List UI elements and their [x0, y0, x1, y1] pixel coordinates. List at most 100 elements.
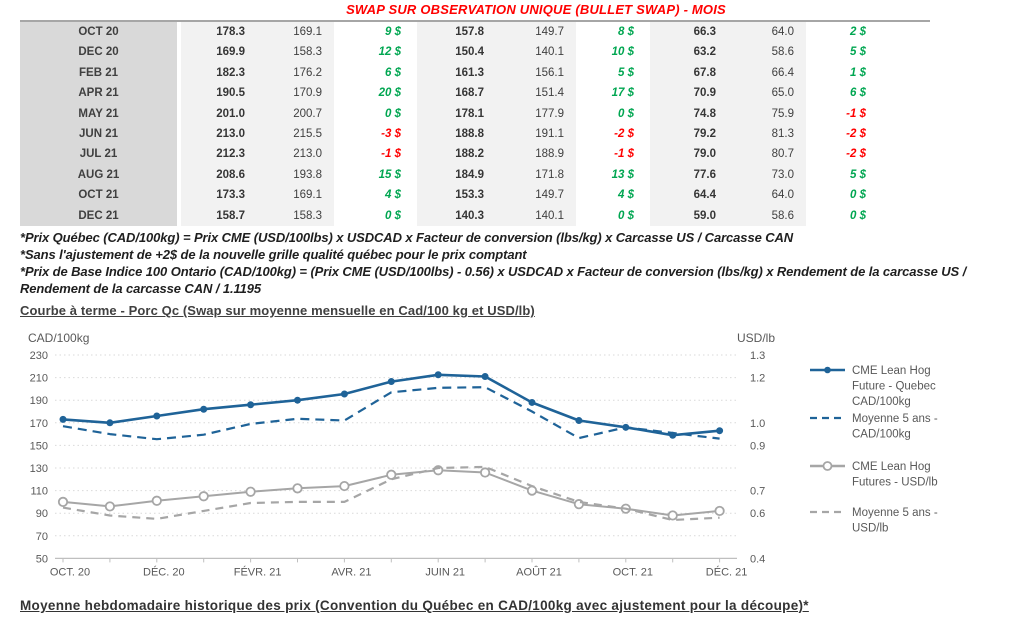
left-tick-label: 90: [36, 508, 48, 520]
table-row: OCT 21 173.3 169.1 4 $153.3 149.7 4 $64.4 64.0…: [20, 185, 930, 206]
table-row: MAY 21 201.0 200.7 0 $178.1 177.9 0 $74.8 75.9…: [20, 103, 930, 124]
right-tick-label: 0.9: [750, 440, 765, 452]
filler-cell: [882, 144, 930, 165]
series-line: [62, 386, 720, 441]
data-point-marker: [387, 378, 395, 386]
filler-cell: [882, 164, 930, 186]
left-axis-label: CAD/100kg: [28, 331, 89, 345]
gap-cell: [177, 185, 181, 206]
filler-cell: [882, 62, 930, 84]
on-avg-cell: 140.1: [496, 42, 576, 63]
formula-notes: *Prix Québec (CAD/100kg) = Prix CME (USD…: [20, 229, 1015, 297]
table-row: JUL 21 212.3 213.0 -1 $188.2 188.9 -1 $79.0 80…: [20, 144, 930, 165]
qc-price-cell: 173.3: [181, 185, 257, 206]
right-axis-label: USD/lb: [737, 331, 775, 345]
legend-label: Futures - USD/lb: [852, 477, 938, 489]
data-point-marker: [198, 491, 209, 502]
x-tick-label: OCT. 21: [613, 566, 653, 578]
formula-note: *Prix Québec (CAD/100kg) = Prix CME (USD…: [20, 230, 794, 245]
on-price-cell: 161.3: [417, 62, 496, 84]
data-point-marker: [153, 412, 161, 420]
chart-heading: Courbe à terme - Porc Qc (Swap sur moyen…: [20, 303, 535, 318]
legend-marker-sample: [824, 366, 831, 374]
gap-cell: [177, 144, 181, 165]
left-tick-label: 210: [30, 373, 48, 385]
usd-price-cell: 77.6: [650, 164, 728, 186]
gap-cell: [177, 205, 181, 226]
table-row: APR 21 190.5 170.9 20 $168.7 151.4 17 $70.9 65…: [20, 83, 930, 104]
qc-avg-cell: 169.1: [257, 22, 334, 43]
usd-diff-cell: 6 $: [806, 83, 882, 104]
on-price-cell: 140.3: [417, 205, 496, 226]
x-tick-label: FÉVR. 21: [234, 565, 282, 578]
qc-avg-cell: 169.1: [257, 185, 334, 206]
data-point-marker: [434, 371, 442, 379]
right-tick-label: 1.3: [750, 350, 765, 362]
series-line: [62, 465, 720, 522]
data-point-marker: [479, 467, 491, 478]
report-title: SWAP SUR OBSERVATION UNIQUE (BULLET SWAP…: [346, 2, 726, 17]
x-tick-label: OCT. 20: [50, 566, 90, 578]
month-cell: MAY 21: [20, 103, 177, 124]
legend-marker-sample: [822, 461, 833, 471]
qc-diff-cell: 12 $: [334, 42, 417, 63]
qc-price-cell: 213.0: [181, 123, 257, 145]
forward-curve-chart: CAD/100kg USD/lb 230 1.3 210 1.2 190 170 1.0 150 0…: [28, 331, 938, 578]
usd-diff-cell: -1 $: [806, 103, 882, 124]
legend-label: Moyenne 5 ans -: [852, 507, 938, 519]
usd-price-cell: 66.3: [650, 22, 728, 43]
data-point-marker: [245, 486, 256, 497]
qc-price-cell: 169.9: [181, 42, 257, 63]
filler-cell: [882, 22, 930, 43]
month-cell: FEB 21: [20, 62, 177, 84]
usd-price-cell: 70.9: [650, 83, 728, 104]
data-point-marker: [340, 390, 348, 398]
usd-avg-cell: 75.9: [728, 103, 806, 124]
usd-diff-cell: -2 $: [806, 144, 882, 165]
table-row: DEC 20 169.9 158.3 12 $150.4 140.1 10 $63.2 58…: [20, 42, 930, 63]
filler-cell: [882, 123, 930, 145]
data-point-marker: [528, 398, 536, 406]
data-point-marker: [151, 495, 162, 506]
on-diff-cell: -1 $: [576, 144, 650, 165]
swap-table: OCT 20 178.3 169.1 9 $157.8 149.7 8 $66.3 64.0…: [20, 20, 930, 226]
legend-label: CAD/100kg: [852, 396, 911, 408]
legend-label: USD/lb: [852, 523, 888, 535]
table-row: JUN 21 213.0 215.5 -3 $188.8 191.1 -2 $79.2 81…: [20, 123, 930, 145]
on-price-cell: 184.9: [417, 164, 496, 186]
table-row: DEC 21 158.7 158.3 0 $140.3 140.1 0 $59.0 58.6…: [20, 205, 930, 226]
on-diff-cell: 4 $: [576, 185, 650, 206]
data-point-marker: [386, 469, 397, 480]
qc-avg-cell: 170.9: [257, 83, 334, 104]
qc-avg-cell: 215.5: [257, 123, 334, 145]
usd-avg-cell: 66.4: [728, 62, 806, 84]
filler-cell: [882, 42, 930, 63]
on-avg-cell: 156.1: [496, 62, 576, 84]
month-cell: DEC 21: [20, 205, 177, 226]
on-price-cell: 153.3: [417, 185, 496, 206]
on-avg-cell: 188.9: [496, 144, 576, 165]
qc-diff-cell: 4 $: [334, 185, 417, 206]
on-avg-cell: 177.9: [496, 103, 576, 124]
qc-price-cell: 201.0: [181, 103, 257, 124]
usd-price-cell: 79.0: [650, 144, 728, 165]
usd-diff-cell: -2 $: [806, 123, 882, 145]
on-price-cell: 178.1: [417, 103, 496, 124]
filler-cell: [882, 185, 930, 206]
qc-diff-cell: 20 $: [334, 83, 417, 104]
qc-diff-cell: 0 $: [334, 103, 417, 124]
on-price-cell: 157.8: [417, 22, 496, 43]
gap-cell: [177, 62, 181, 84]
filler-cell: [882, 205, 930, 226]
usd-price-cell: 67.8: [650, 62, 728, 84]
usd-diff-cell: 1 $: [806, 62, 882, 84]
usd-price-cell: 64.4: [650, 185, 728, 206]
legend-label: CAD/100kg: [852, 429, 911, 441]
month-cell: DEC 20: [20, 42, 177, 63]
data-point-marker: [575, 417, 583, 425]
right-tick-label: 0.4: [750, 553, 765, 565]
legend-label: CME Lean Hog: [852, 365, 931, 377]
data-point-marker: [292, 483, 303, 494]
usd-avg-cell: 81.3: [728, 123, 806, 145]
filler-cell: [882, 103, 930, 124]
